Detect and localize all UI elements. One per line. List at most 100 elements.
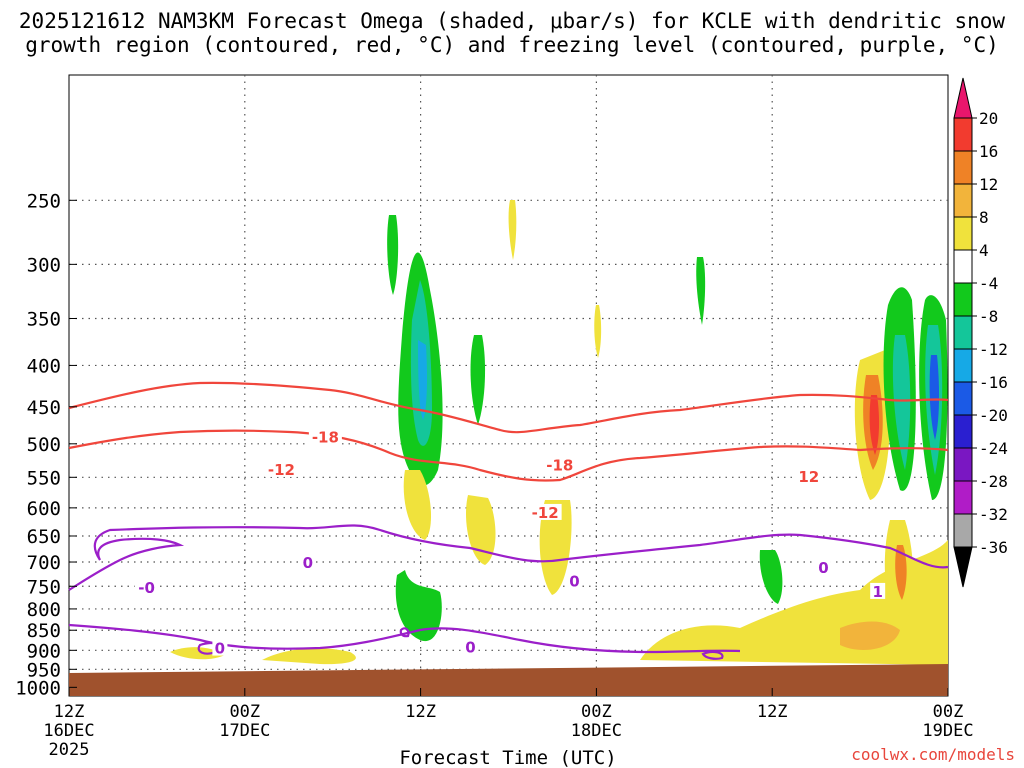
omega-yellow-region — [403, 470, 432, 540]
x-tick-label-time: 12Z — [757, 702, 788, 722]
colorbar-label: 4 — [979, 241, 989, 260]
omega-red-core — [869, 395, 880, 455]
colorbar-label: 16 — [979, 142, 998, 161]
freezing-contour-label: 0 — [818, 559, 828, 577]
colorbar-segment — [953, 381, 973, 416]
x-tick-label-date: 17DEC — [219, 721, 270, 741]
dgz-contour-label: -12 — [268, 461, 295, 479]
omega-green-small — [470, 335, 486, 425]
x-axis-label: Forecast Time (UTC) — [399, 747, 616, 768]
x-tick-label-time: 12Z — [405, 702, 436, 722]
x-tick-label-time: 00Z — [229, 702, 260, 722]
x-tick-label-time: 12Z — [54, 702, 85, 722]
colorbar-segment — [953, 348, 973, 383]
freezing-contour-main — [68, 524, 949, 591]
y-tick-label: 550 — [27, 467, 61, 489]
freezing-contour-label-bg — [134, 579, 159, 596]
freezing-contour-label-bg — [566, 572, 582, 589]
y-tick-label: 650 — [27, 526, 61, 548]
omega-cyan-core — [892, 335, 911, 470]
terrain-fill — [69, 664, 948, 696]
freezing-contour-label-bg — [462, 638, 478, 655]
omega-green-low — [395, 570, 442, 642]
colorbar-segment — [953, 150, 973, 185]
y-tick-label: 700 — [27, 552, 61, 574]
colorbar-label: -32 — [979, 505, 1008, 524]
omega-yellow-region — [508, 200, 517, 260]
colorbar-top-triangle — [953, 77, 973, 119]
freezing-contour-label: 0 — [215, 640, 225, 658]
freezing-contour-low — [68, 623, 741, 654]
freezing-contour-label: 0 — [465, 638, 475, 656]
x-tick-label-date: 18DEC — [571, 721, 622, 741]
colorbar-label: 12 — [979, 175, 998, 194]
omega-green-low — [759, 550, 783, 604]
x-tick-label-date: 16DEC — [43, 721, 94, 741]
omega-orange-core — [895, 545, 907, 600]
freezing-contour-label: 0 — [303, 554, 313, 572]
colorbar-label: -36 — [979, 538, 1008, 557]
y-tick-label: 450 — [27, 397, 61, 419]
omega-yellow-low — [170, 647, 225, 660]
chart-title-line-1: 2025121612 NAM3KM Forecast Omega (shaded… — [19, 9, 1006, 33]
omega-yellow-low — [262, 648, 356, 665]
y-tick-label: 350 — [27, 309, 61, 331]
freezing-contour-label-bg — [815, 559, 831, 576]
colorbar-segment — [953, 480, 973, 515]
axes-layer: 2503003504004505005506006507007508008509… — [15, 190, 973, 760]
colorbar-label: -16 — [979, 373, 1008, 392]
chart-title-line-2: growth region (contoured, red, °C) and f… — [25, 33, 999, 57]
colorbar-segment — [953, 183, 973, 218]
dgz-contour-label-bg — [796, 468, 821, 485]
freezing-contours — [68, 524, 949, 660]
colorbar-label: -8 — [979, 307, 998, 326]
colorbar-label: 8 — [979, 208, 989, 227]
colorbar-segment — [953, 513, 973, 548]
omega-yellow-region — [465, 495, 496, 565]
omega-yellow-region — [539, 500, 572, 595]
y-tick-label: 800 — [27, 599, 61, 621]
colorbar-segment — [953, 249, 973, 284]
omega-blue-core — [418, 340, 427, 420]
colorbar-label: -20 — [979, 406, 1008, 425]
dgz-contour-18 — [68, 381, 949, 434]
freezing-contour-label-bg — [870, 582, 886, 599]
colorbar-label: -28 — [979, 472, 1008, 491]
dgz-contour-12 — [68, 429, 949, 482]
dgz-contour-label-bg — [543, 456, 577, 473]
dgz-contour-label: -18 — [312, 429, 339, 447]
colorbar-label: -4 — [979, 274, 998, 293]
colorbar-segment — [953, 117, 973, 152]
omega-green-small — [387, 215, 399, 295]
omega-orange-low — [840, 621, 900, 650]
colorbar-label: -24 — [979, 439, 1008, 458]
colorbar: 20 16 12 8 4 -4 -8 -12 -16 -20 -24 -28 -32 -36 — [953, 77, 1008, 588]
colorbar-segment — [953, 282, 973, 317]
omega-green-small — [696, 257, 706, 325]
dgz-contour-label-bg — [528, 503, 562, 520]
freezing-contour-label: -0 — [138, 579, 155, 597]
credit-text: coolwx.com/models — [851, 745, 1015, 764]
y-tick-label: 250 — [27, 190, 61, 212]
freezing-contour-label: 0 — [569, 573, 579, 591]
freezing-contour-label-bg — [212, 639, 228, 656]
dgz-contours — [68, 381, 949, 482]
colorbar-segment — [953, 447, 973, 482]
colorbar-label: 20 — [979, 109, 998, 128]
y-tick-label: 750 — [27, 576, 61, 598]
freezing-contour-small — [701, 650, 724, 660]
y-tick-label: 400 — [27, 355, 61, 377]
dgz-contour-label: 12 — [798, 468, 819, 486]
colorbar-segment — [953, 315, 973, 350]
y-tick-label: 500 — [27, 434, 61, 456]
y-tick-label: 850 — [27, 620, 61, 642]
x-tick-label-time: 00Z — [581, 702, 612, 722]
omega-blue-core — [929, 355, 940, 440]
dgz-contour-label-bg — [264, 460, 298, 477]
y-tick-label: 900 — [27, 640, 61, 662]
x-tick-label-year: 2025 — [49, 740, 90, 760]
contour-labels-layer: -18 -12 -18 -12 12 0 -0 0 0 0 0 1 — [134, 428, 886, 658]
dgz-contour-label-bg — [308, 428, 342, 445]
x-tick-label-date: 19DEC — [922, 721, 973, 741]
